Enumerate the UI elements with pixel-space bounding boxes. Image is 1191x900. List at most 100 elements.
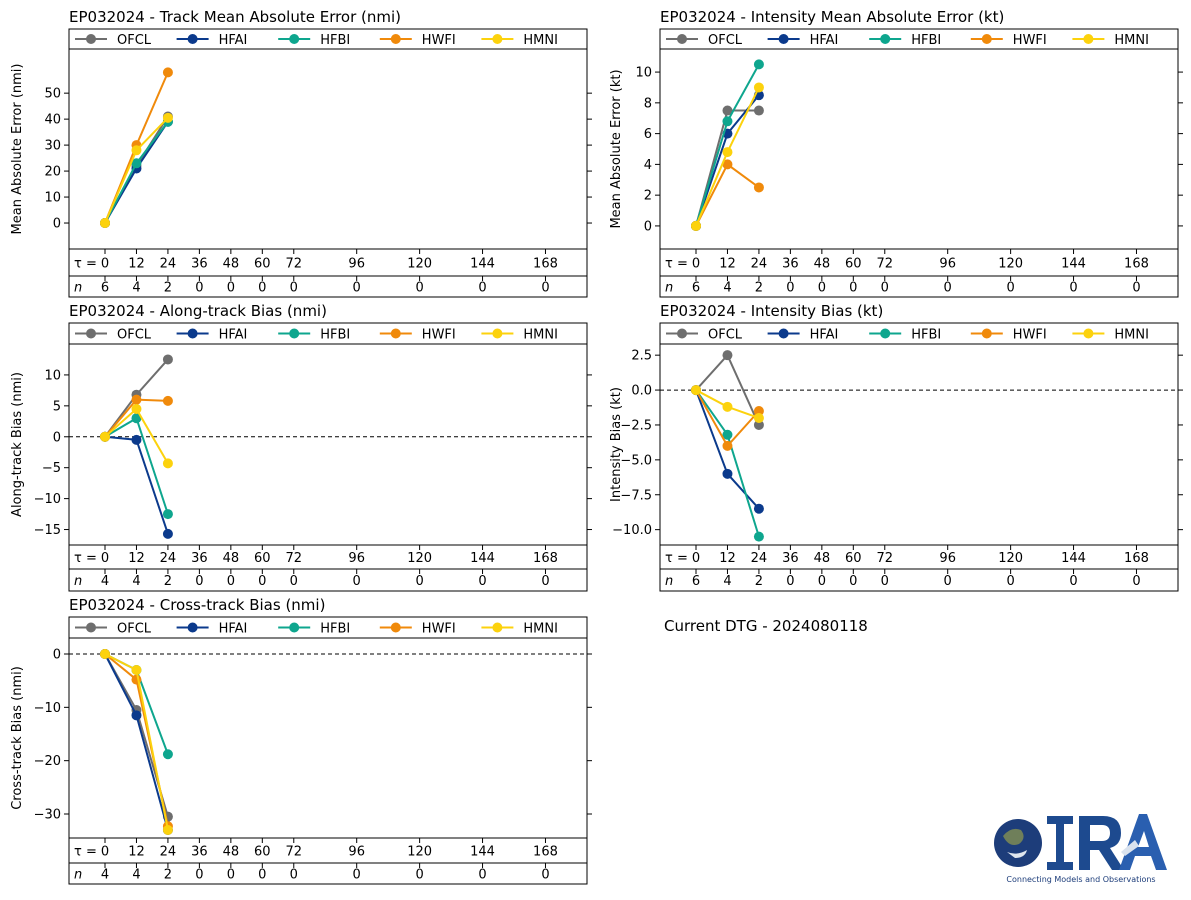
data-point (131, 403, 142, 414)
y-tick-label: 5 (53, 399, 61, 414)
n-count-label: 4 (101, 574, 109, 589)
cloud-shape (1007, 850, 1027, 858)
n-count-label: 0 (258, 574, 266, 589)
chart-title: EP032024 - Track Mean Absolute Error (nm… (69, 8, 401, 26)
y-axis-label: Cross-track Bias (nmi) (10, 666, 25, 810)
n-count-label: 0 (227, 868, 235, 883)
y-tick-label: 0 (53, 430, 61, 445)
n-count-label: 0 (1006, 281, 1014, 296)
data-point (162, 354, 173, 365)
series-hmni (100, 112, 173, 229)
legend-item-hfbi: HFBI (869, 328, 941, 343)
x-tick-label: 0 (692, 257, 700, 272)
legend-label: HWFI (422, 33, 456, 48)
n-count-label: 0 (944, 574, 952, 589)
n-count-label: 0 (541, 574, 549, 589)
data-point (131, 665, 142, 675)
x-tick-label: 144 (470, 257, 495, 272)
data-point (753, 82, 764, 93)
legend-swatch-marker (880, 34, 891, 44)
n-count-label: 0 (786, 281, 794, 296)
legend-swatch-marker (1083, 328, 1094, 339)
n-prefix-label: n (74, 281, 82, 296)
data-point (162, 67, 173, 78)
x-tick-label: 36 (191, 257, 208, 272)
series-hmni (691, 385, 764, 423)
data-point (753, 182, 764, 193)
y-axis: −30 −20 −10 0 (34, 648, 592, 823)
legend-item-hwfi: HWFI (379, 328, 456, 343)
data-point (753, 59, 764, 70)
x-tick-label: 120 (407, 551, 432, 566)
n-count-label: 0 (290, 868, 298, 883)
x-tick-label: 0 (101, 257, 109, 272)
y-tick-label: −5.0 (620, 453, 652, 468)
legend-label: HWFI (422, 328, 456, 343)
legend-item-ofcl: OFCL (75, 328, 152, 343)
x-tick-label: 144 (470, 845, 495, 860)
n-count-label: 0 (353, 281, 361, 296)
legend-item-hfbi: HFBI (869, 33, 941, 48)
y-tick-label: 0.0 (631, 384, 652, 399)
legend-item-hmni: HMNI (481, 328, 558, 343)
tau-prefix-label: τ = (74, 257, 97, 272)
n-count-label: 0 (478, 868, 486, 883)
legend-label: HWFI (422, 622, 456, 637)
legend-label: HFAI (219, 33, 248, 48)
legend-swatch-marker (86, 622, 96, 633)
data-point (131, 158, 142, 169)
y-tick-label: 8 (644, 96, 652, 111)
n-count-label: 2 (164, 574, 172, 589)
y-tick-label: 0 (53, 648, 61, 663)
legend-label: HMNI (1114, 33, 1149, 48)
x-tick-label: 72 (876, 257, 893, 272)
x-tick-label: 168 (533, 551, 558, 566)
data-point (753, 531, 764, 542)
legend-swatch-marker (289, 328, 300, 339)
legend-swatch-marker (1083, 34, 1094, 44)
n-count-label: 0 (353, 574, 361, 589)
data-point (131, 413, 142, 424)
legend-swatch-marker (187, 622, 198, 633)
y-axis-label: Mean Absolute Error (kt) (609, 69, 624, 228)
x-tick-label: 96 (348, 257, 365, 272)
legend-item-ofcl: OFCL (666, 33, 743, 48)
n-count-label: 0 (849, 574, 857, 589)
chart-title: EP032024 - Intensity Bias (kt) (660, 302, 883, 320)
chart-track-mae: EP032024 - Track Mean Absolute Error (nm… (10, 8, 592, 298)
n-count-label: 2 (755, 281, 763, 296)
data-point (753, 503, 764, 514)
legend-swatch-marker (492, 622, 503, 633)
data-point (162, 749, 173, 760)
legend-item-hwfi: HWFI (379, 622, 456, 637)
series-hmni (100, 403, 173, 469)
n-prefix-label: n (74, 574, 82, 589)
y-tick-label: 0 (644, 219, 652, 234)
n-count-label: 0 (290, 281, 298, 296)
legend-label: HMNI (523, 622, 558, 637)
legend-swatch-marker (981, 328, 992, 339)
data-point (162, 509, 173, 520)
legend-swatch-marker (86, 34, 96, 44)
current-dtg: Current DTG - 2024080118 (664, 617, 868, 635)
legend-swatch-marker (289, 34, 300, 44)
data-point (753, 412, 764, 423)
x-tick-label: 36 (782, 551, 799, 566)
x-tick-label: 24 (751, 551, 768, 566)
data-point (100, 218, 110, 229)
tau-prefix-label: τ = (665, 551, 688, 566)
x-tick-label: 168 (1124, 551, 1149, 566)
n-count-label: 0 (818, 281, 826, 296)
legend-swatch-marker (187, 34, 198, 44)
n-count-label: 0 (195, 281, 203, 296)
chart-title: EP032024 - Along-track Bias (nmi) (69, 302, 327, 320)
x-tick-label: 0 (101, 551, 109, 566)
legend-label: HWFI (1013, 33, 1047, 48)
x-tick-label: 48 (223, 257, 240, 272)
legend-label: HFBI (320, 622, 350, 637)
x-tick-label: 36 (191, 845, 208, 860)
y-tick-label: 0 (53, 217, 61, 232)
legend-label: OFCL (117, 33, 152, 48)
legend-swatch-marker (677, 34, 687, 44)
